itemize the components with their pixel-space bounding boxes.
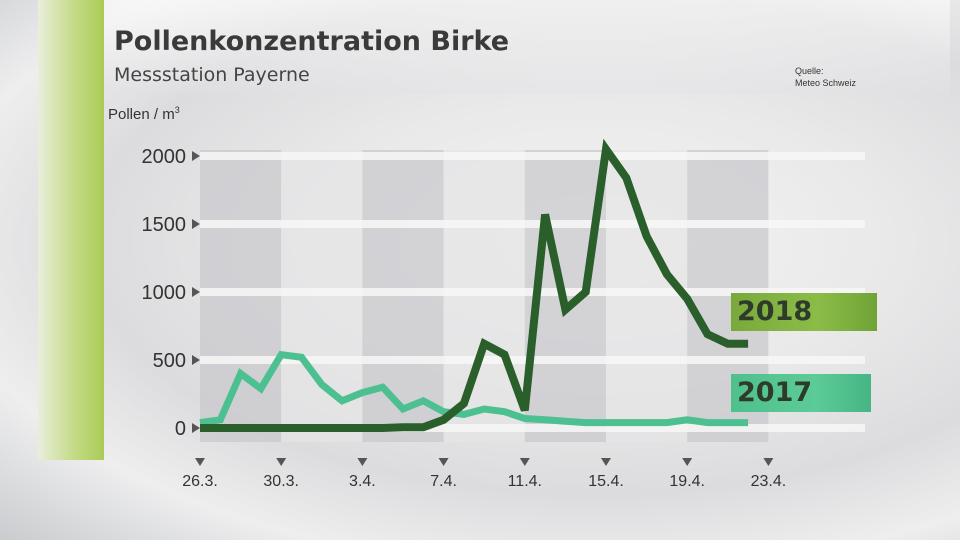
x-tick-marker-19.4. <box>682 458 693 466</box>
x-tick-marker-30.3. <box>276 458 287 466</box>
gridline-2000 <box>200 152 865 160</box>
x-tick-marker-26.3. <box>195 458 205 466</box>
x-tick-label-3.4.: 3.4. <box>349 473 376 490</box>
source-name: Meteo Schweiz <box>795 78 857 88</box>
source-note: Quelle: Meteo Schweiz <box>795 65 856 89</box>
x-tick-label-15.4.: 15.4. <box>588 473 624 490</box>
chart-subtitle: Messstation Payerne <box>114 64 310 86</box>
series-line-2018 <box>200 138 749 432</box>
legend-2018-badge: 2018 <box>731 293 877 331</box>
gridline-1000 <box>200 288 865 296</box>
legend-2018-label: 2018 <box>737 296 813 327</box>
x-tick-marker-15.4. <box>601 458 611 466</box>
y-tick-label-1500: 1500 <box>142 214 187 236</box>
legend-2017-label: 2017 <box>737 377 813 408</box>
x-tick-marker-23.4. <box>763 458 774 466</box>
x-tick-label-30.3.: 30.3. <box>263 473 299 490</box>
y-tick-marker-500 <box>192 355 200 365</box>
x-tick-markers <box>195 458 774 466</box>
source-label: Quelle: <box>795 66 824 76</box>
y-axis-label-text: Pollen / m <box>108 106 175 123</box>
x-tick-labels: 26.3. 30.3. 3.4. 7.4. 11.4. 15.4. 19.4. 23.4. <box>182 473 786 490</box>
y-tick-marker-1000 <box>192 287 200 297</box>
x-tick-marker-7.4. <box>438 458 449 466</box>
y-tick-marker-1500 <box>192 219 200 229</box>
gridline-0 <box>200 424 865 432</box>
accent-bar <box>38 0 104 460</box>
series-line-2017 <box>199 350 749 427</box>
x-tick-label-7.4.: 7.4. <box>430 473 457 490</box>
y-tick-labels: 0 500 1000 1500 2000 <box>142 146 187 440</box>
header-band <box>104 0 950 94</box>
x-tick-label-23.4.: 23.4. <box>751 473 787 490</box>
x-tick-marker-3.4. <box>357 458 368 466</box>
chart-title: Pollenkonzentration Birke <box>114 26 510 57</box>
y-tick-marker-0 <box>192 423 200 433</box>
series-lines <box>199 138 749 432</box>
x-tick-label-26.3.: 26.3. <box>182 473 218 490</box>
y-tick-label-500: 500 <box>153 350 186 372</box>
y-tick-label-2000: 2000 <box>142 146 187 168</box>
y-tick-marker-2000 <box>192 151 200 161</box>
y-tick-label-0: 0 <box>175 418 186 440</box>
y-axis-label-superscript: 3 <box>174 105 180 115</box>
y-axis-label: Pollen / m3 <box>108 105 180 124</box>
y-tick-label-1000: 1000 <box>142 282 187 304</box>
legend-2017-badge: 2017 <box>731 374 871 412</box>
gridline-1500 <box>200 220 865 228</box>
x-tick-label-11.4.: 11.4. <box>508 473 542 490</box>
x-tick-label-19.4.: 19.4. <box>669 473 705 490</box>
x-tick-marker-11.4. <box>519 458 530 466</box>
y-tick-markers <box>192 151 200 433</box>
